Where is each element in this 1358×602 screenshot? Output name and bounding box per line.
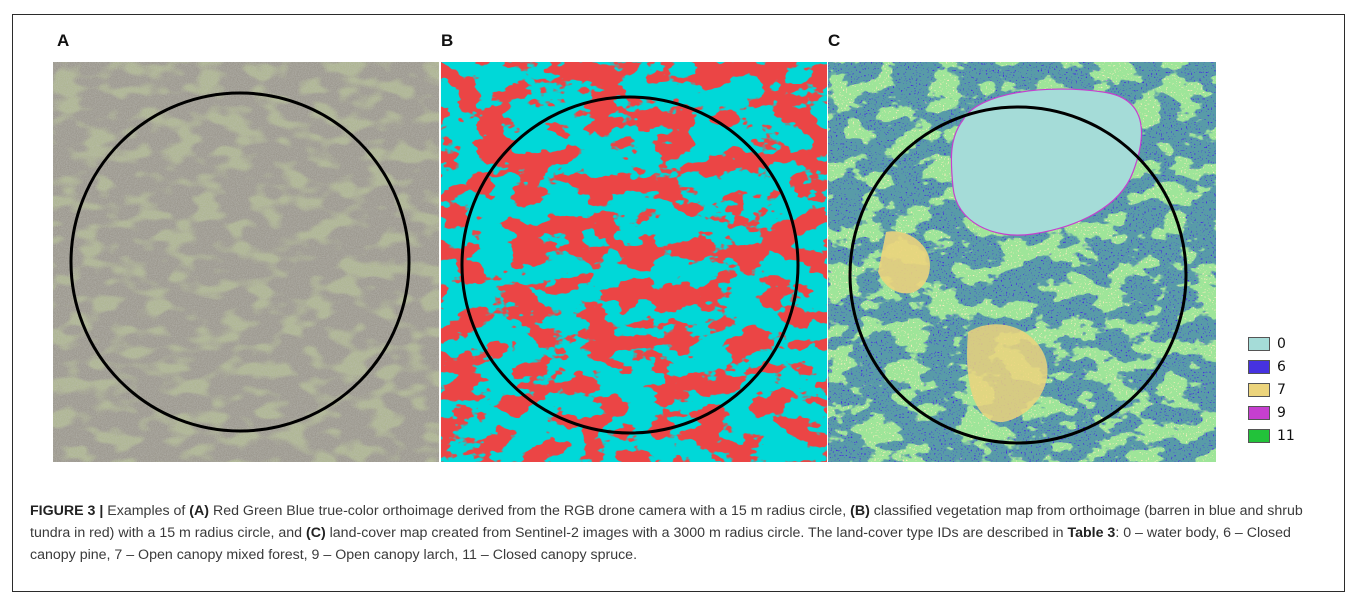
caption-ref-b: (B): [850, 503, 870, 519]
caption-text: Red Green Blue true-color orthoimage der…: [209, 503, 851, 519]
legend-item-9: 9: [1248, 401, 1318, 424]
panel-b-vegetation-map: [441, 62, 827, 462]
caption-text: Examples of: [103, 503, 190, 519]
legend-label-6: 6: [1277, 358, 1286, 375]
legend-swatch-11: [1248, 428, 1270, 443]
caption-text: classified vegetation map from orthoimag…: [30, 503, 1303, 541]
panel-c-landcover-map: [828, 62, 1216, 462]
panel-letter-c: C: [828, 31, 841, 50]
legend-swatch-6: [1248, 359, 1270, 374]
panel-a-orthoimage: [53, 62, 439, 462]
caption-table-ref[interactable]: Table 3: [1067, 525, 1116, 541]
caption-ref-c: (C): [306, 525, 326, 541]
legend-label-7: 7: [1277, 381, 1286, 398]
legend-label-9: 9: [1277, 404, 1286, 421]
legend-label-11: 11: [1277, 427, 1295, 444]
figure-caption: FIGURE 3 | Examples of (A) Red Green Blu…: [30, 500, 1335, 566]
caption-figure-label: FIGURE 3 |: [30, 503, 104, 519]
legend-swatch-7: [1248, 382, 1270, 397]
vegetation-map-graphic: [441, 62, 827, 462]
panel-letter-a: A: [57, 31, 70, 50]
panel-letter-b: B: [441, 31, 454, 50]
legend-item-11: 11: [1248, 424, 1318, 447]
legend-item-6: 6: [1248, 355, 1318, 378]
caption-ref-a: (A): [189, 503, 209, 519]
landcover-map-graphic: [828, 62, 1216, 462]
radius-circle: [848, 105, 1188, 445]
legend-label-0: 0: [1277, 335, 1286, 352]
legend-swatch-0: [1248, 336, 1270, 351]
legend-item-7: 7: [1248, 378, 1318, 401]
landcover-legend: 0 6 7 9 11: [1248, 332, 1318, 447]
orthoimage-graphic: [53, 62, 439, 462]
caption-text: : 0 – water body, 6 – Closed canopy pine…: [30, 525, 1291, 563]
legend-item-0: 0: [1248, 332, 1318, 355]
radius-circle: [69, 91, 411, 433]
caption-text: land-cover map created from Sentinel-2 i…: [325, 525, 1068, 541]
legend-swatch-9: [1248, 405, 1270, 420]
radius-circle: [460, 95, 800, 435]
